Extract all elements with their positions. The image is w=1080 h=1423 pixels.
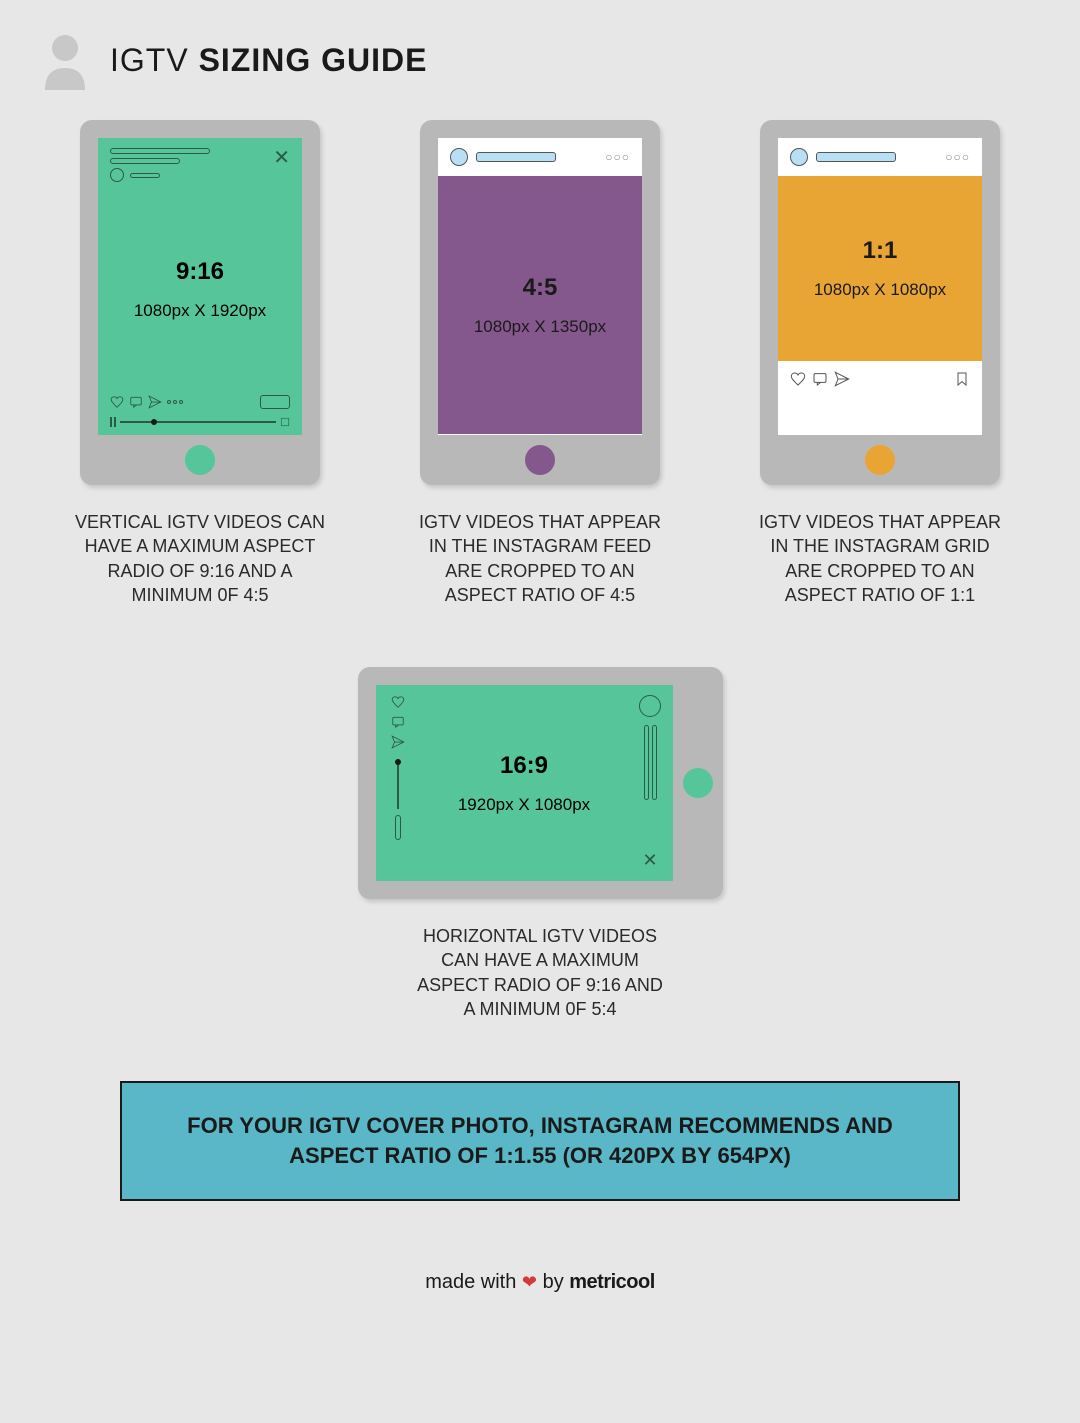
phone-screen: ✕ 9:16 1080px X 1920px [98, 138, 302, 435]
level-bars [644, 725, 657, 800]
video-header-lines [110, 148, 210, 182]
phone-block-vertical-9-16: ✕ 9:16 1080px X 1920px [70, 120, 330, 607]
phones-row-2: 16:9 1920px X 1080px ✕ HORIZONTAL IGTV V… [0, 627, 1080, 1041]
avatar-icon [110, 168, 124, 182]
video-controls-left [376, 685, 421, 881]
video-controls-right: ✕ [628, 685, 673, 881]
heart-icon [790, 371, 806, 387]
send-icon [391, 735, 405, 749]
progress-bar [110, 417, 290, 427]
phone-caption: VERTICAL IGTV VIDEOS CAN HAVE A MAXIMUM … [70, 510, 330, 607]
page-title: IGTV SIZING GUIDE [110, 42, 427, 79]
phone-block-grid-1-1: ○○○ 1:1 1080px X 1080px IGTV VIDEOS THAT [750, 120, 1010, 607]
footer: made with ❤ by metricool [0, 1241, 1080, 1334]
person-icon [40, 30, 90, 90]
footer-brand: metricool [569, 1271, 655, 1293]
feed-header: ○○○ [778, 138, 982, 176]
control-bar [395, 815, 401, 840]
phone-frame: ○○○ 1:1 1080px X 1080px [760, 120, 1000, 485]
callout-text: FOR YOUR IGTV COVER PHOTO, INSTAGRAM REC… [162, 1111, 918, 1170]
comment-icon [391, 715, 405, 729]
dimensions: 1080px X 1350px [474, 317, 606, 337]
title-bold: SIZING GUIDE [199, 42, 428, 78]
comment-icon [812, 371, 828, 387]
aspect-ratio: 4:5 [523, 274, 558, 302]
username-placeholder [476, 152, 556, 162]
header: IGTV SIZING GUIDE [0, 0, 1080, 100]
aspect-ratio: 1:1 [863, 237, 898, 265]
heart-icon [110, 395, 124, 409]
expand-icon [280, 417, 290, 427]
avatar-icon [450, 148, 468, 166]
feed-footer [778, 361, 982, 397]
username-placeholder [816, 152, 896, 162]
send-icon [834, 371, 850, 387]
video-controls [98, 387, 302, 435]
feed-header: ○○○ [438, 138, 642, 176]
phones-row-1: ✕ 9:16 1080px X 1920px [0, 100, 1080, 627]
close-icon: ✕ [273, 148, 290, 168]
video-area: 4:5 1080px X 1350px [438, 176, 642, 434]
cover-photo-callout: FOR YOUR IGTV COVER PHOTO, INSTAGRAM REC… [120, 1081, 960, 1200]
phone-block-feed-4-5: ○○○ 4:5 1080px X 1350px IGTV VIDEOS THAT… [410, 120, 670, 607]
phone-frame: ✕ 9:16 1080px X 1920px [80, 120, 320, 485]
more-icon: ○○○ [945, 150, 970, 164]
close-icon: ✕ [642, 850, 657, 871]
pause-icon [110, 417, 116, 427]
video-area: 1:1 1080px X 1080px [778, 176, 982, 361]
avatar-icon [790, 148, 808, 166]
phone-frame: 16:9 1920px X 1080px ✕ [358, 667, 723, 899]
heart-icon: ❤ [522, 1272, 537, 1292]
phone-caption: HORIZONTAL IGTV VIDEOS CAN HAVE A MAXIMU… [410, 924, 670, 1021]
heart-icon [391, 695, 405, 709]
volume-slider [397, 759, 399, 809]
send-icon [148, 395, 162, 409]
footer-suffix: by [537, 1271, 569, 1293]
action-box [260, 395, 290, 409]
title-light: IGTV [110, 42, 199, 78]
phone-caption: IGTV VIDEOS THAT APPEAR IN THE INSTAGRAM… [410, 510, 670, 607]
dimensions: 1080px X 1920px [134, 301, 266, 321]
comment-icon [129, 395, 143, 409]
phone-frame: ○○○ 4:5 1080px X 1350px [420, 120, 660, 485]
bookmark-icon [954, 371, 970, 387]
home-button [525, 445, 555, 475]
phone-caption: IGTV VIDEOS THAT APPEAR IN THE INSTAGRAM… [750, 510, 1010, 607]
home-button [185, 445, 215, 475]
footer-prefix: made with [425, 1271, 522, 1293]
dimensions: 1080px X 1080px [814, 280, 946, 300]
dimensions: 1920px X 1080px [458, 795, 590, 815]
aspect-ratio: 16:9 [500, 752, 548, 780]
video-info: 9:16 1080px X 1920px [98, 192, 302, 387]
home-button [865, 445, 895, 475]
phone-screen: ○○○ 4:5 1080px X 1350px [438, 138, 642, 435]
home-button [683, 768, 713, 798]
video-info: 16:9 1920px X 1080px [421, 685, 628, 881]
more-icon [167, 400, 183, 404]
more-icon: ○○○ [605, 150, 630, 164]
video-top-bar: ✕ [98, 138, 302, 192]
phone-block-horizontal-16-9: 16:9 1920px X 1080px ✕ HORIZONTAL IGTV V… [358, 667, 723, 1021]
phone-screen: ○○○ 1:1 1080px X 1080px [778, 138, 982, 435]
avatar-icon [639, 695, 661, 717]
aspect-ratio: 9:16 [176, 258, 224, 286]
phone-screen: 16:9 1920px X 1080px ✕ [376, 685, 673, 881]
